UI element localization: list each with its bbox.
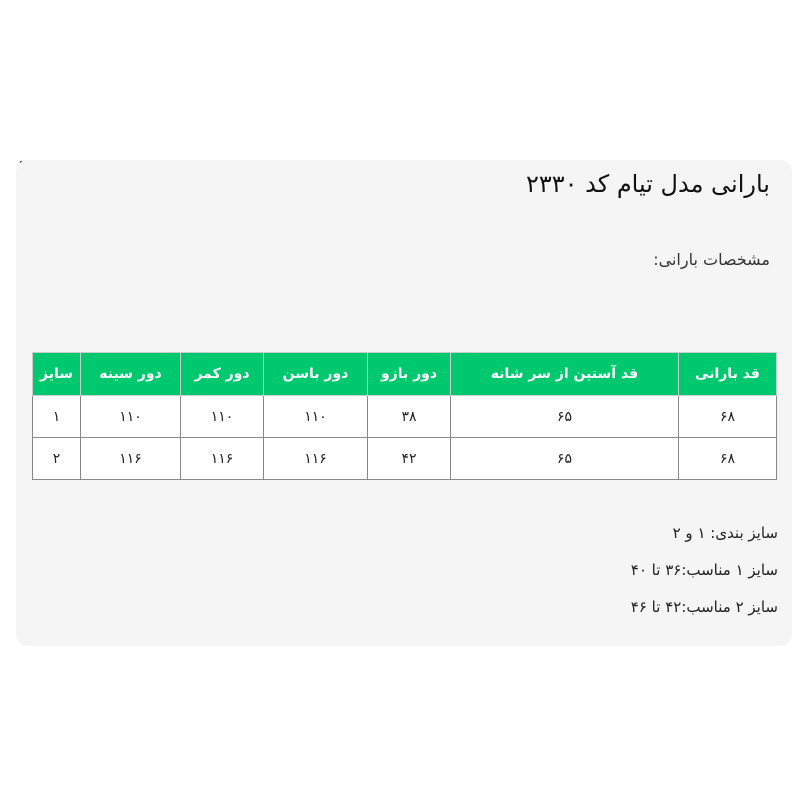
table-cell: ۲ bbox=[32, 437, 81, 480]
table-row: ۶۸ ۶۵ ۳۸ ۱۱۰ ۱۱۰ ۱۱۰ ۱ bbox=[32, 395, 777, 438]
specs-heading: مشخصات بارانی: bbox=[653, 250, 770, 269]
table-header-row: قد بارانی قد آستین از سر شانه دور بازو د… bbox=[32, 352, 777, 396]
column-header: سایز bbox=[32, 352, 81, 396]
table-row: ۶۸ ۶۵ ۴۲ ۱۱۶ ۱۱۶ ۱۱۶ ۲ bbox=[32, 437, 777, 480]
page-title: بارانی مدل تیام کد ۲۳۳۰ bbox=[525, 170, 770, 198]
table-cell: ۱۱۶ bbox=[263, 437, 368, 480]
column-header: دور کمر bbox=[180, 352, 264, 396]
column-header: قد آستین از سر شانه bbox=[450, 352, 679, 396]
table-cell: ۱۱۶ bbox=[180, 437, 264, 480]
table-cell: ۱۱۰ bbox=[263, 395, 368, 438]
table-cell: ۶۵ bbox=[450, 437, 679, 480]
table-cell: ۳۸ bbox=[367, 395, 451, 438]
table-cell: ۱۱۶ bbox=[80, 437, 181, 480]
column-header: دور باسن bbox=[263, 352, 368, 396]
size-notes: سایز بندی: ۱ و ۲ سایز ۱ مناسب:۳۶ تا ۴۰ س… bbox=[631, 520, 778, 631]
column-header: قد بارانی bbox=[678, 352, 777, 396]
table-cell: ۱ bbox=[32, 395, 81, 438]
table-cell: ۴۲ bbox=[367, 437, 451, 480]
column-header: دور بازو bbox=[367, 352, 451, 396]
table-cell: ۶۸ bbox=[678, 395, 777, 438]
table-cell: ۶۵ bbox=[450, 395, 679, 438]
product-card: بارانی مدل تیام کد ۲۳۳۰ مشخصات بارانی: ق… bbox=[16, 160, 792, 646]
table-cell: ۱۱۰ bbox=[180, 395, 264, 438]
note-line: سایز بندی: ۱ و ۲ bbox=[672, 524, 778, 542]
table-cell: ۱۱۰ bbox=[80, 395, 181, 438]
size-table: قد بارانی قد آستین از سر شانه دور بازو د… bbox=[32, 352, 777, 480]
note-line: سایز ۱ مناسب:۳۶ تا ۴۰ bbox=[630, 561, 778, 579]
note-line: سایز ۲ مناسب:۴۲ تا ۴۶ bbox=[630, 598, 778, 616]
column-header: دور سینه bbox=[80, 352, 181, 396]
table-cell: ۶۸ bbox=[678, 437, 777, 480]
